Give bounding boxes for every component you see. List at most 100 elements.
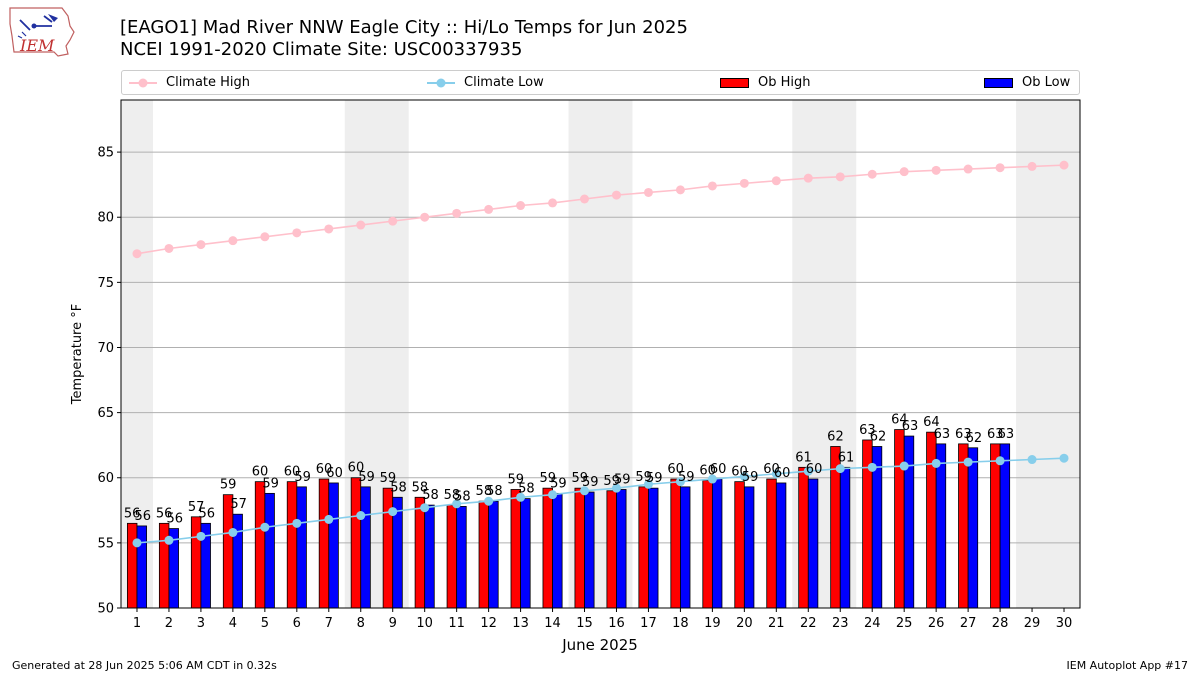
x-tick-label-28: 28 xyxy=(992,616,1009,631)
ob-high-label-14: 59 xyxy=(539,471,556,486)
x-tick-label-25: 25 xyxy=(896,616,913,631)
y-tick-label-55: 55 xyxy=(97,536,114,551)
ob-high-label-3: 57 xyxy=(188,500,205,515)
climate-high-point-22 xyxy=(803,173,813,183)
ob-low-label-23: 61 xyxy=(838,450,855,465)
climate-low-point-12 xyxy=(484,496,494,506)
climate-high-point-26 xyxy=(931,165,941,175)
ob-low-bar-26 xyxy=(935,443,947,609)
climate-high-point-9 xyxy=(388,216,398,226)
climate-low-point-3 xyxy=(196,531,206,541)
x-tick-label-12: 12 xyxy=(480,616,497,631)
ob-low-label-15: 59 xyxy=(582,475,599,490)
climate-high-line xyxy=(136,164,1065,255)
ob-high-label-17: 59 xyxy=(635,470,652,485)
climate-high-point-25 xyxy=(899,167,909,177)
climate-low-point-6 xyxy=(292,518,302,528)
x-tick-label-3: 3 xyxy=(197,616,205,631)
x-tick-label-8: 8 xyxy=(357,616,365,631)
ob-high-label-13: 59 xyxy=(508,472,525,487)
climate-high-point-8 xyxy=(356,220,366,230)
climate-low-point-14 xyxy=(548,490,558,500)
x-tick-label-16: 16 xyxy=(608,616,625,631)
ob-high-bar-18 xyxy=(670,478,681,609)
ob-high-bar-16 xyxy=(606,490,617,609)
ob-low-bar-20 xyxy=(743,486,755,609)
ob-low-bar-11 xyxy=(456,505,467,609)
ob-low-label-18: 59 xyxy=(678,470,695,485)
climate-low-point-26 xyxy=(931,458,941,468)
ob-high-label-19: 60 xyxy=(699,463,716,478)
climate-low-point-16 xyxy=(611,483,621,493)
ob-high-bar-25 xyxy=(894,429,905,609)
climate-low-point-1 xyxy=(132,538,142,548)
ob-high-label-7: 60 xyxy=(316,462,333,477)
climate-low-point-30 xyxy=(1059,453,1069,463)
ob-high-label-26: 64 xyxy=(923,415,940,430)
climate-high-point-1 xyxy=(132,249,142,259)
ob-low-bar-16 xyxy=(616,489,627,609)
ob-high-label-4: 59 xyxy=(220,478,237,493)
ob-low-bar-1 xyxy=(136,525,147,609)
ob-high-bar-21 xyxy=(766,478,777,609)
ob-low-bar-19 xyxy=(711,478,723,609)
ob-low-label-11: 58 xyxy=(454,489,471,504)
climate-low-point-29 xyxy=(1027,455,1037,465)
ob-low-bar-14 xyxy=(552,492,563,609)
x-tick-label-6: 6 xyxy=(293,616,301,631)
ob-low-bar-6 xyxy=(296,486,307,609)
ob-low-label-10: 58 xyxy=(422,488,439,503)
climate-high-point-27 xyxy=(963,164,973,174)
footer-app-id: IEM Autoplot App #17 xyxy=(1066,659,1189,672)
x-tick-label-26: 26 xyxy=(928,616,945,631)
plot-frame xyxy=(120,99,1081,609)
ob-high-bar-19 xyxy=(702,479,713,609)
x-tick-label-20: 20 xyxy=(736,616,753,631)
ob-high-bar-6 xyxy=(286,481,298,609)
chart-legend: Climate High Climate Low Ob High Ob Low xyxy=(121,70,1080,95)
ob-high-label-5: 60 xyxy=(252,465,269,480)
x-tick-label-13: 13 xyxy=(512,616,529,631)
ob-high-label-24: 63 xyxy=(859,423,876,438)
ob-high-label-20: 60 xyxy=(731,465,748,480)
ob-low-label-2: 56 xyxy=(166,512,183,527)
ob-high-bar-17 xyxy=(638,486,649,609)
ob-low-label-13: 58 xyxy=(518,482,535,497)
ob-low-label-26: 63 xyxy=(934,427,951,442)
x-tick-label-27: 27 xyxy=(960,616,977,631)
climate-low-point-25 xyxy=(899,461,909,471)
ob-low-bar-28 xyxy=(999,443,1011,609)
legend-climate-low-swatch xyxy=(427,78,455,87)
ob-high-label-6: 60 xyxy=(284,465,301,480)
ob-low-bar-18 xyxy=(680,486,691,609)
ob-high-bar-3 xyxy=(190,516,202,609)
ob-low-bar-21 xyxy=(775,482,787,609)
x-tick-label-22: 22 xyxy=(800,616,817,631)
footer-generated: Generated at 28 Jun 2025 5:06 AM CDT in … xyxy=(12,659,277,672)
ob-high-label-1: 56 xyxy=(124,506,141,521)
climate-low-point-5 xyxy=(260,522,270,532)
ob-low-label-7: 60 xyxy=(326,466,343,481)
ob-high-bar-14 xyxy=(542,487,553,609)
climate-low-point-10 xyxy=(420,503,430,513)
ob-low-label-14: 59 xyxy=(550,476,567,491)
ob-low-label-1: 56 xyxy=(135,509,152,524)
x-tick-label-4: 4 xyxy=(229,616,237,631)
climate-low-point-8 xyxy=(356,511,366,521)
ob-low-bar-5 xyxy=(264,492,275,609)
ob-high-bar-26 xyxy=(926,431,937,609)
ob-high-bar-12 xyxy=(478,500,490,609)
legend-ob-low: Ob Low xyxy=(984,71,1070,94)
legend-climate-low: Climate Low xyxy=(426,71,544,94)
ob-low-bar-8 xyxy=(360,486,371,609)
y-axis-label: Temperature °F xyxy=(70,304,85,405)
ob-high-label-2: 56 xyxy=(156,506,173,521)
climate-high-point-7 xyxy=(324,224,334,234)
ob-high-bar-27 xyxy=(958,443,969,609)
ob-high-label-8: 60 xyxy=(348,461,365,476)
legend-ob-high-swatch xyxy=(720,77,749,88)
climate-low-point-24 xyxy=(867,462,877,472)
legend-climate-high: Climate High xyxy=(128,71,250,94)
